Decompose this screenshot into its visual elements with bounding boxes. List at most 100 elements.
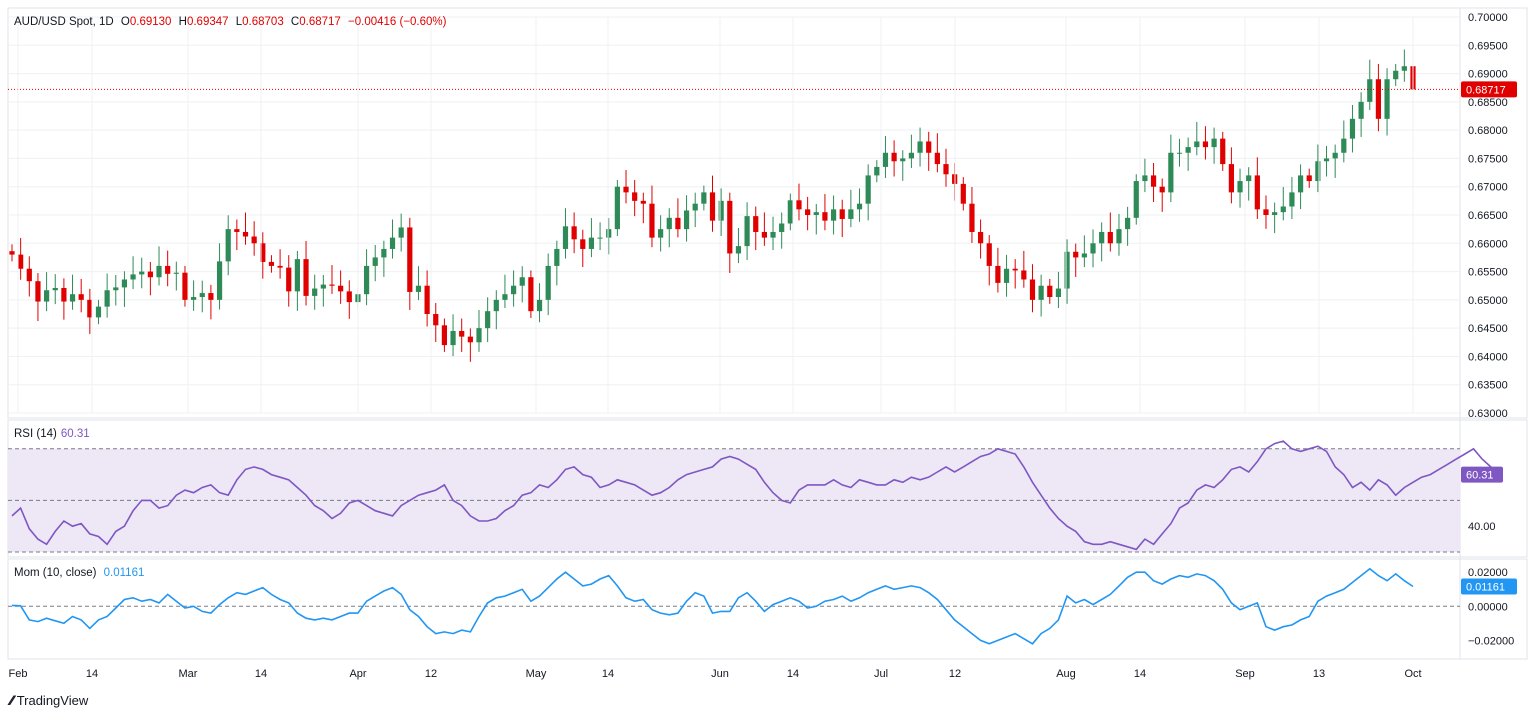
price-pane-frame bbox=[7, 7, 1528, 419]
candle-down bbox=[753, 216, 759, 232]
time-axis-tick-label: 14 bbox=[1134, 668, 1146, 680]
candle-up bbox=[744, 216, 750, 247]
candle-down bbox=[260, 243, 266, 262]
candle-up bbox=[1289, 192, 1295, 207]
candle-down bbox=[977, 231, 984, 244]
candle-up bbox=[1099, 231, 1105, 244]
candle-up bbox=[476, 328, 482, 343]
candle-up bbox=[1133, 181, 1139, 218]
last-price-badge-label: 0.68717 bbox=[1466, 84, 1506, 96]
candle-up bbox=[312, 288, 318, 296]
rsi-title[interactable]: RSI (14) bbox=[14, 428, 57, 440]
candle-up bbox=[735, 246, 742, 254]
price-axis-tick-label: 0.65500 bbox=[1468, 267, 1508, 279]
candle-up bbox=[191, 297, 197, 300]
tradingview-brand-name: TradingView bbox=[16, 692, 89, 708]
candle-down bbox=[87, 299, 93, 318]
candle-down bbox=[1254, 175, 1260, 210]
candle-down bbox=[424, 285, 430, 314]
time-axis-tick-label: 14 bbox=[86, 668, 98, 680]
candle-down bbox=[433, 314, 439, 326]
candle-down bbox=[338, 285, 344, 292]
candle-down bbox=[18, 254, 24, 269]
candle-down bbox=[796, 200, 802, 210]
candle-up bbox=[1125, 217, 1131, 230]
mom-value: 0.01161 bbox=[103, 567, 145, 579]
candle-up bbox=[536, 299, 543, 312]
candle-down bbox=[26, 268, 32, 282]
mom-header: Mom (10, close) 0.01161 bbox=[14, 567, 148, 579]
candle-up bbox=[1090, 243, 1096, 254]
candle-down bbox=[761, 231, 767, 238]
open-label: O bbox=[120, 16, 130, 28]
rsi-value: 60.31 bbox=[60, 428, 90, 440]
price-axis-tick-label: 0.68000 bbox=[1468, 125, 1508, 137]
candle-up bbox=[770, 231, 776, 238]
candle-down bbox=[1263, 209, 1269, 215]
candle-up bbox=[294, 259, 300, 292]
candle-up bbox=[1194, 141, 1200, 148]
candle-up bbox=[1176, 152, 1183, 154]
candle-up bbox=[1341, 138, 1347, 153]
candle-down bbox=[182, 272, 188, 300]
candle-down bbox=[822, 212, 828, 221]
candle-down bbox=[986, 243, 992, 266]
price-axis-tick-label: 0.63000 bbox=[1468, 408, 1508, 420]
candle-up bbox=[113, 287, 119, 291]
low-label: L bbox=[235, 16, 243, 28]
candle-down bbox=[649, 203, 655, 238]
candle-up bbox=[614, 186, 620, 230]
candle-up bbox=[1323, 158, 1330, 162]
time-axis-tick-label: Oct bbox=[1404, 668, 1421, 680]
candle-down bbox=[78, 294, 84, 300]
candle-up bbox=[485, 311, 491, 329]
open-value: 0.69130 bbox=[129, 16, 172, 28]
candle-up bbox=[389, 237, 396, 249]
candle-down bbox=[35, 281, 41, 302]
time-axis-tick-label: 12 bbox=[425, 668, 437, 680]
candle-up bbox=[1280, 206, 1286, 213]
candle-up bbox=[1393, 70, 1399, 80]
candle-down bbox=[1107, 231, 1113, 244]
rsi-header: RSI (14) 60.31 bbox=[14, 428, 94, 440]
candle-down bbox=[303, 259, 309, 296]
candle-down bbox=[61, 287, 67, 302]
candle-down bbox=[1159, 186, 1165, 193]
candle-up bbox=[510, 285, 517, 295]
candle-up bbox=[156, 265, 162, 278]
candle-up bbox=[1349, 118, 1356, 139]
candle-up bbox=[130, 274, 136, 280]
candle-up bbox=[1246, 175, 1252, 182]
mom-value-badge-label: 0.01161 bbox=[1466, 582, 1505, 594]
candle-down bbox=[346, 291, 352, 303]
time-axis-tick-label: Apr bbox=[349, 668, 366, 680]
candle-up bbox=[502, 294, 508, 300]
candle-up bbox=[1168, 152, 1174, 193]
candle-up bbox=[173, 272, 179, 274]
candle-down bbox=[277, 265, 283, 268]
candle-down bbox=[329, 284, 335, 286]
time-axis-tick-label: May bbox=[526, 668, 547, 680]
candle-up bbox=[562, 226, 569, 249]
candle-up bbox=[1116, 229, 1122, 244]
time-axis-tick-label: 14 bbox=[602, 668, 614, 680]
last-price-badge bbox=[1461, 81, 1517, 98]
candle-down bbox=[1375, 79, 1382, 119]
close-label: C bbox=[290, 16, 300, 28]
price-axis-tick-label: 0.67000 bbox=[1468, 182, 1508, 194]
mom-title[interactable]: Mom (10, close) bbox=[14, 567, 97, 579]
candle-down bbox=[1306, 175, 1312, 182]
mom-line bbox=[11, 567, 1414, 645]
candle-up bbox=[658, 229, 664, 238]
candle-up bbox=[1272, 212, 1278, 215]
candle-up bbox=[1315, 161, 1321, 182]
time-axis-tick-label: Jun bbox=[711, 668, 729, 680]
candle-down bbox=[1202, 141, 1209, 148]
symbol-name[interactable]: AUD/USD Spot, 1D bbox=[14, 16, 114, 28]
candle-up bbox=[882, 152, 889, 167]
mom-axis-tick-label: 0.02000 bbox=[1468, 567, 1508, 579]
candle-up bbox=[1358, 101, 1364, 119]
high-label: H bbox=[178, 16, 187, 28]
tradingview-logo[interactable]: ⁄⁄ TradingView bbox=[10, 692, 88, 708]
